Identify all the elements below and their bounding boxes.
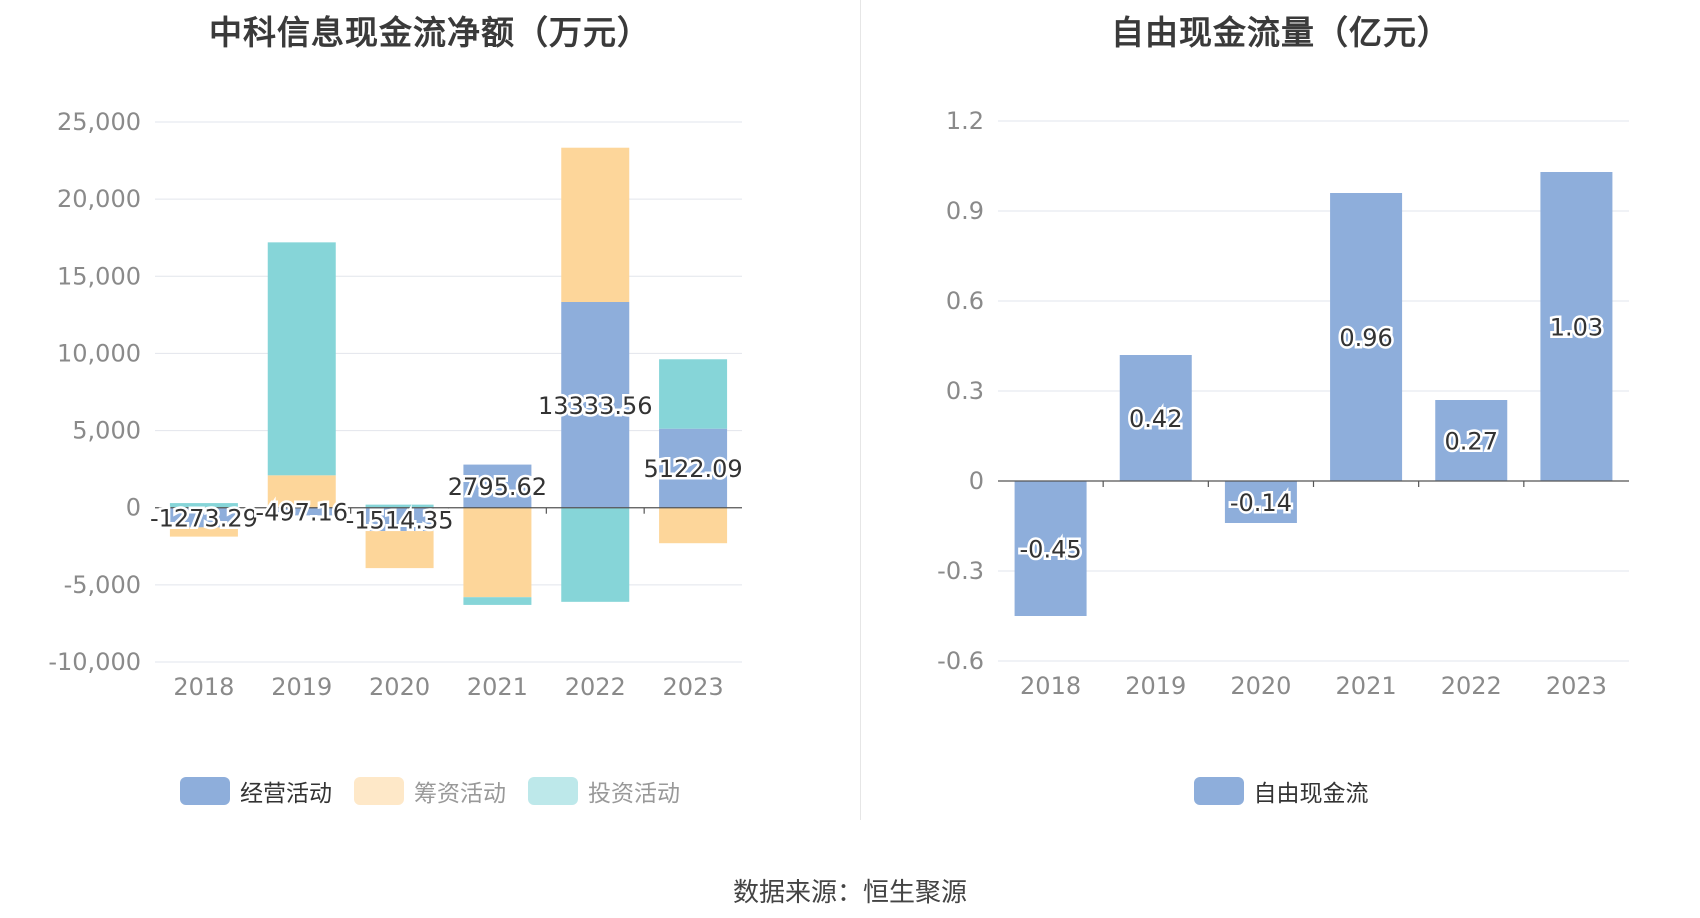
bar bbox=[169, 507, 238, 528]
data-label: -1514.35 bbox=[346, 506, 454, 534]
bar bbox=[1119, 355, 1192, 481]
legend-label: 自由现金流 bbox=[1253, 781, 1369, 807]
x-tick-label: 2020 bbox=[369, 673, 430, 701]
y-tick-label: -5,000 bbox=[64, 571, 141, 599]
bar bbox=[365, 507, 434, 532]
data-source: 数据来源：恒生聚源 bbox=[732, 878, 967, 908]
bar bbox=[659, 428, 728, 508]
x-tick-label: 2018 bbox=[173, 673, 234, 701]
legend-item[interactable]: 经营活动 bbox=[180, 774, 332, 808]
y-tick-label: 1.2 bbox=[946, 107, 984, 135]
y-tick-label: 15,000 bbox=[57, 262, 141, 290]
bar bbox=[463, 597, 532, 605]
bar bbox=[267, 507, 336, 516]
y-tick-label: -10,000 bbox=[48, 648, 141, 676]
legend-item[interactable]: 筹资活动 bbox=[354, 774, 506, 808]
data-label: 5122.09 bbox=[643, 455, 742, 483]
x-tick-label: 2018 bbox=[1020, 672, 1081, 700]
y-tick-label: 10,000 bbox=[57, 339, 141, 367]
x-tick-label: 2019 bbox=[271, 673, 332, 701]
legend-item[interactable]: 投资活动 bbox=[528, 774, 680, 808]
x-tick-label: 2020 bbox=[1230, 672, 1291, 700]
y-tick-label: -0.3 bbox=[937, 557, 984, 585]
legend: 自由现金流 bbox=[862, 774, 1700, 808]
chart-title: 自由现金流量（亿元） bbox=[1111, 13, 1451, 52]
y-tick-label: 25,000 bbox=[57, 108, 141, 136]
legend-label: 投资活动 bbox=[588, 781, 680, 807]
bar bbox=[365, 504, 434, 508]
legend-swatch bbox=[180, 777, 230, 805]
legend-swatch bbox=[354, 777, 404, 805]
y-tick-label: -0.6 bbox=[937, 647, 984, 675]
data-label: 0.96 bbox=[1339, 324, 1392, 352]
data-label: 13333.56 bbox=[538, 392, 653, 420]
bar bbox=[659, 359, 728, 429]
bar bbox=[169, 503, 238, 508]
y-tick-label: 20,000 bbox=[57, 185, 141, 213]
data-label: 1.03 bbox=[1550, 314, 1603, 342]
cashflow-bar-chart: 25,000 20,000 15,000 10,000 5,000 0 -5,000 -10,… bbox=[48, 108, 745, 701]
data-label: 0.27 bbox=[1445, 428, 1498, 456]
y-tick-label: 0.3 bbox=[946, 377, 984, 405]
data-label: 2795.62 bbox=[448, 473, 547, 501]
bar bbox=[659, 507, 728, 544]
free-cashflow-bar-chart: 1.2 0.9 0.6 0.3 0 -0.3 -0.6 2018 2019 2020 2021 202… bbox=[937, 107, 1629, 700]
bar bbox=[169, 527, 238, 537]
bar bbox=[267, 475, 336, 508]
bar bbox=[561, 507, 630, 602]
chart-title: 中科信息现金流净额（万元） bbox=[209, 13, 651, 52]
bar bbox=[1014, 481, 1087, 616]
legend-item[interactable]: 自由现金流 bbox=[1193, 774, 1369, 808]
x-tick-label: 2019 bbox=[1125, 672, 1186, 700]
x-tick-label: 2022 bbox=[1441, 672, 1502, 700]
x-tick-label: 2022 bbox=[565, 673, 626, 701]
x-tick-label: 2021 bbox=[467, 673, 528, 701]
data-label: -0.45 bbox=[1020, 536, 1082, 564]
bar bbox=[1540, 172, 1613, 481]
bar bbox=[463, 507, 532, 598]
bar bbox=[1330, 193, 1403, 481]
panel-divider bbox=[860, 0, 861, 820]
bar bbox=[561, 147, 630, 302]
data-label: -0.14 bbox=[1230, 489, 1292, 517]
data-label: -1273.29 bbox=[150, 505, 258, 533]
bar bbox=[463, 464, 532, 508]
cashflow-chart-panel: 中科信息现金流净额（万元） 25,000 20,000 15,000 10,000 5,… bbox=[0, 0, 860, 820]
x-tick-label: 2023 bbox=[663, 673, 724, 701]
legend-label: 筹资活动 bbox=[414, 781, 506, 807]
y-tick-label: 0 bbox=[969, 467, 984, 495]
bar bbox=[1224, 481, 1297, 523]
data-label: -497.16 bbox=[255, 499, 348, 527]
y-tick-label: 5,000 bbox=[72, 417, 141, 445]
bar bbox=[561, 301, 630, 508]
y-tick-label: 0.6 bbox=[946, 287, 984, 315]
x-tick-label: 2023 bbox=[1546, 672, 1607, 700]
bar bbox=[267, 242, 336, 476]
data-label: 0.42 bbox=[1129, 405, 1182, 433]
legend-swatch bbox=[528, 777, 578, 805]
x-tick-label: 2021 bbox=[1336, 672, 1397, 700]
bar bbox=[365, 531, 434, 569]
y-tick-label: 0 bbox=[126, 494, 141, 522]
y-tick-label: 0.9 bbox=[946, 197, 984, 225]
bar bbox=[1435, 400, 1508, 481]
legend-label: 经营活动 bbox=[240, 781, 332, 807]
legend-swatch bbox=[1193, 777, 1244, 805]
free-cashflow-chart-panel: 自由现金流量（亿元） 1.2 0.9 0.6 0.3 0 -0.3 -0.6 2018 2019… bbox=[862, 0, 1700, 820]
legend: 经营活动 筹资活动 投资活动 bbox=[0, 774, 860, 808]
